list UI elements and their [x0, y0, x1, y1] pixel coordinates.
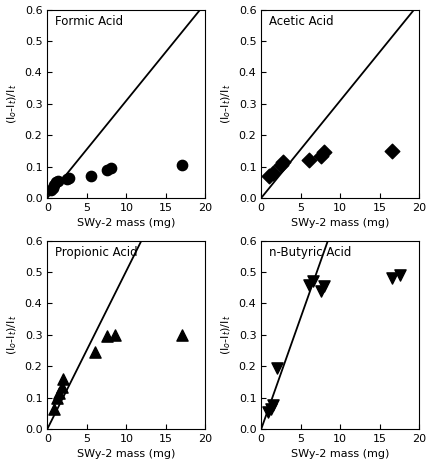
X-axis label: SWy-2 mass (mg): SWy-2 mass (mg) — [291, 450, 390, 459]
Point — [317, 287, 324, 295]
Point — [388, 147, 395, 154]
Text: Acetic Acid: Acetic Acid — [269, 15, 334, 28]
Point — [280, 158, 287, 166]
Point — [49, 185, 56, 192]
Point — [270, 169, 276, 177]
Point — [48, 186, 55, 194]
Point — [91, 348, 98, 356]
Y-axis label: (I$_o$-I$_t$)/I$_t$: (I$_o$-I$_t$)/I$_t$ — [219, 84, 233, 124]
Text: Formic Acid: Formic Acid — [55, 15, 124, 28]
Point — [317, 152, 324, 159]
Point — [321, 149, 328, 156]
X-axis label: SWy-2 mass (mg): SWy-2 mass (mg) — [77, 219, 175, 228]
Text: n-Butyric Acid: n-Butyric Acid — [269, 246, 352, 259]
Point — [107, 164, 114, 172]
Point — [178, 161, 185, 169]
Point — [103, 332, 110, 340]
Point — [51, 182, 58, 189]
Point — [64, 175, 70, 183]
Point — [54, 177, 61, 184]
Point — [53, 179, 60, 186]
Point — [58, 383, 65, 390]
Point — [270, 402, 276, 409]
Point — [87, 172, 94, 179]
Y-axis label: (I$_o$-I$_t$)/I$_t$: (I$_o$-I$_t$)/I$_t$ — [219, 315, 233, 355]
Point — [273, 364, 280, 372]
Point — [309, 278, 316, 285]
Point — [54, 394, 60, 401]
Point — [277, 161, 284, 169]
Point — [321, 282, 328, 290]
Point — [50, 405, 57, 412]
Point — [266, 172, 273, 179]
Point — [396, 272, 403, 279]
Point — [60, 375, 67, 383]
Point — [267, 405, 274, 412]
Y-axis label: (I$_o$-I$_t$)/I$_t$: (I$_o$-I$_t$)/I$_t$ — [6, 84, 19, 124]
Y-axis label: (I$_o$-I$_t$)/I$_t$: (I$_o$-I$_t$)/I$_t$ — [6, 315, 19, 355]
Point — [178, 331, 185, 339]
Point — [305, 281, 312, 288]
Point — [103, 166, 110, 173]
Point — [66, 174, 73, 181]
Point — [111, 331, 118, 339]
Point — [305, 157, 312, 164]
Text: Propionic Acid: Propionic Acid — [55, 246, 138, 259]
X-axis label: SWy-2 mass (mg): SWy-2 mass (mg) — [291, 219, 390, 228]
Point — [264, 408, 271, 416]
Point — [388, 275, 395, 282]
Point — [56, 389, 63, 397]
X-axis label: SWy-2 mass (mg): SWy-2 mass (mg) — [77, 450, 175, 459]
